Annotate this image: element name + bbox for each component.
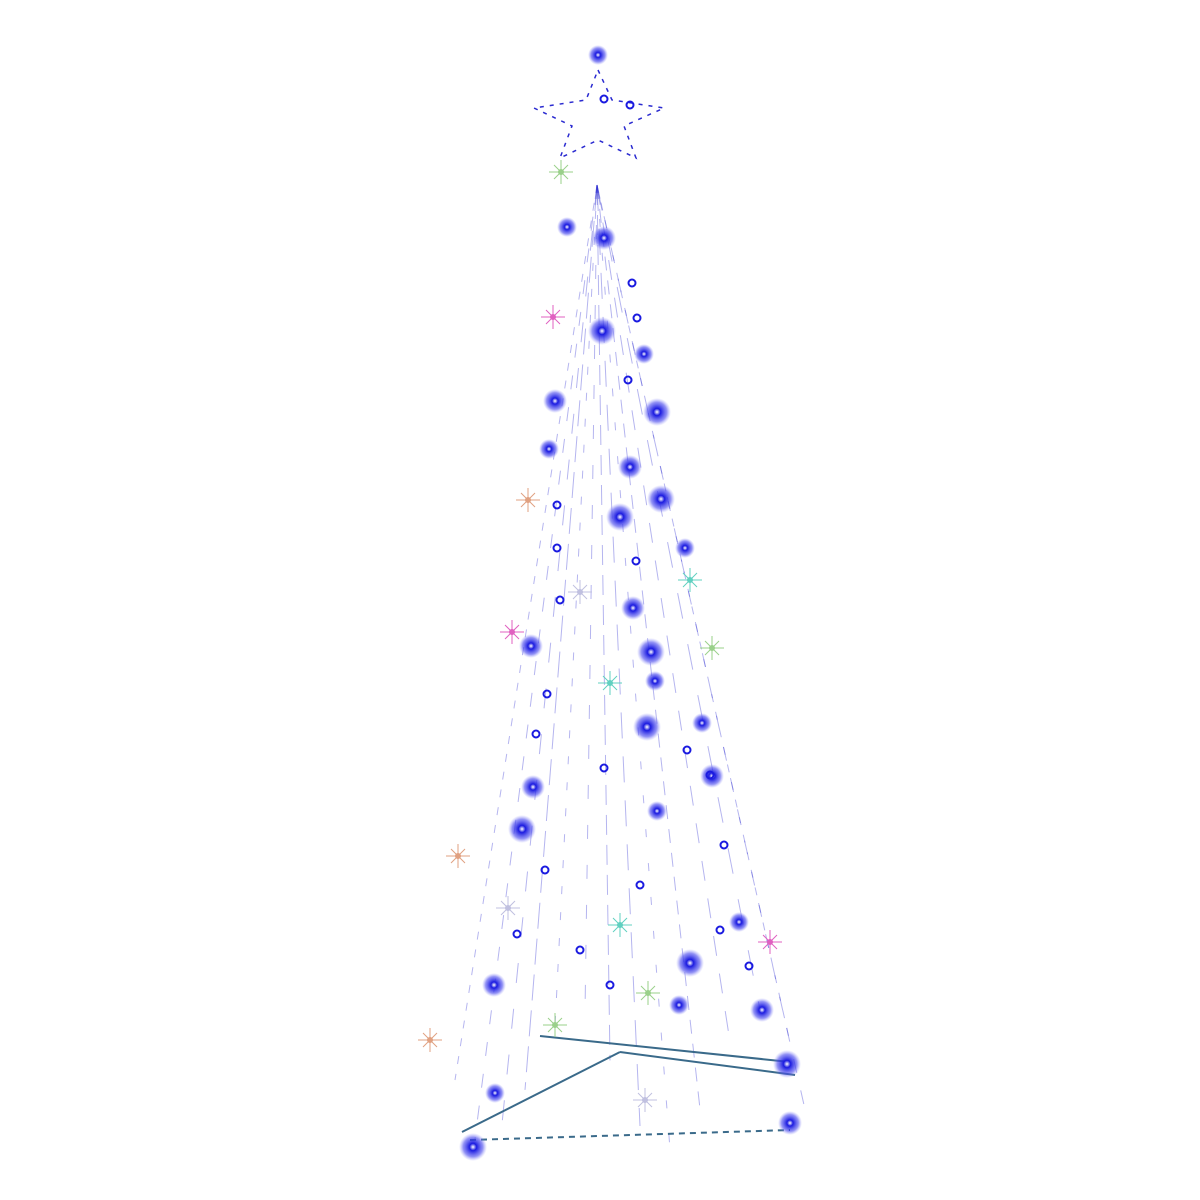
twinkle-light bbox=[418, 1028, 442, 1052]
blue-light bbox=[606, 503, 634, 531]
blue-light bbox=[459, 1133, 487, 1161]
blue-light bbox=[557, 217, 577, 237]
small-light bbox=[627, 278, 637, 288]
blue-light bbox=[539, 439, 559, 459]
blue-light bbox=[773, 1050, 801, 1078]
small-light bbox=[575, 945, 585, 955]
twinkle-light bbox=[446, 844, 470, 868]
light-strand bbox=[584, 184, 598, 1013]
twinkle-light bbox=[543, 1013, 567, 1037]
light-strand bbox=[524, 184, 598, 1090]
blue-light bbox=[692, 713, 712, 733]
small-light bbox=[552, 500, 562, 510]
lights bbox=[418, 94, 802, 1161]
twinkle-light bbox=[678, 568, 702, 592]
small-light bbox=[635, 880, 645, 890]
blue-light bbox=[618, 455, 642, 479]
blue-light bbox=[485, 1083, 505, 1103]
small-light bbox=[540, 865, 550, 875]
blue-light bbox=[676, 949, 704, 977]
blue-light bbox=[647, 801, 667, 821]
blue-light bbox=[729, 912, 749, 932]
blue-light bbox=[592, 226, 616, 250]
small-light bbox=[599, 763, 609, 773]
light-strand bbox=[454, 184, 598, 1081]
blue-light bbox=[508, 815, 536, 843]
blue-light bbox=[482, 973, 506, 997]
twinkle-light bbox=[608, 913, 632, 937]
light-strand bbox=[596, 184, 611, 1061]
twinkle-light bbox=[633, 1088, 657, 1112]
small-light bbox=[625, 100, 635, 110]
base-frame bbox=[461, 1035, 796, 1141]
blue-light bbox=[778, 1111, 802, 1135]
light-strand bbox=[596, 184, 791, 1043]
twinkle-light bbox=[700, 636, 724, 660]
twinkle-light bbox=[598, 671, 622, 695]
light-strand bbox=[554, 184, 598, 1028]
light-strand bbox=[596, 184, 731, 1042]
blue-light bbox=[519, 634, 543, 658]
blue-light bbox=[633, 713, 661, 741]
twinkle-light bbox=[496, 896, 520, 920]
small-light bbox=[682, 745, 692, 755]
blue-light bbox=[700, 764, 724, 788]
blue-light bbox=[521, 775, 545, 799]
blue-light bbox=[643, 398, 671, 426]
blue-light bbox=[645, 671, 665, 691]
small-light bbox=[599, 94, 609, 104]
blue-light bbox=[750, 998, 774, 1022]
twinkle-light bbox=[758, 930, 782, 954]
small-light bbox=[531, 729, 541, 739]
blue-light bbox=[675, 538, 695, 558]
small-light bbox=[632, 313, 642, 323]
small-light bbox=[605, 980, 615, 990]
blue-light bbox=[637, 638, 665, 666]
small-light bbox=[715, 925, 725, 935]
blue-light bbox=[588, 317, 616, 345]
twinkle-light bbox=[541, 305, 565, 329]
twinkle-light bbox=[636, 981, 660, 1005]
blue-light bbox=[669, 995, 689, 1015]
twinkle-light bbox=[549, 160, 573, 184]
small-light bbox=[542, 689, 552, 699]
blue-light bbox=[543, 389, 567, 413]
light-strand bbox=[596, 184, 761, 1011]
small-light bbox=[705, 770, 715, 780]
blue-light bbox=[634, 344, 654, 364]
small-light bbox=[631, 556, 641, 566]
blue-light bbox=[621, 596, 645, 620]
star-icon bbox=[531, 45, 667, 160]
blue-light bbox=[647, 485, 675, 513]
small-light bbox=[623, 375, 633, 385]
twinkle-light bbox=[568, 580, 592, 604]
small-light bbox=[719, 840, 729, 850]
small-light bbox=[512, 929, 522, 939]
small-light bbox=[744, 961, 754, 971]
twinkle-light bbox=[500, 620, 524, 644]
twinkle-light bbox=[516, 488, 540, 512]
small-light bbox=[552, 543, 562, 553]
light-strand bbox=[596, 184, 671, 1150]
small-light bbox=[555, 595, 565, 605]
